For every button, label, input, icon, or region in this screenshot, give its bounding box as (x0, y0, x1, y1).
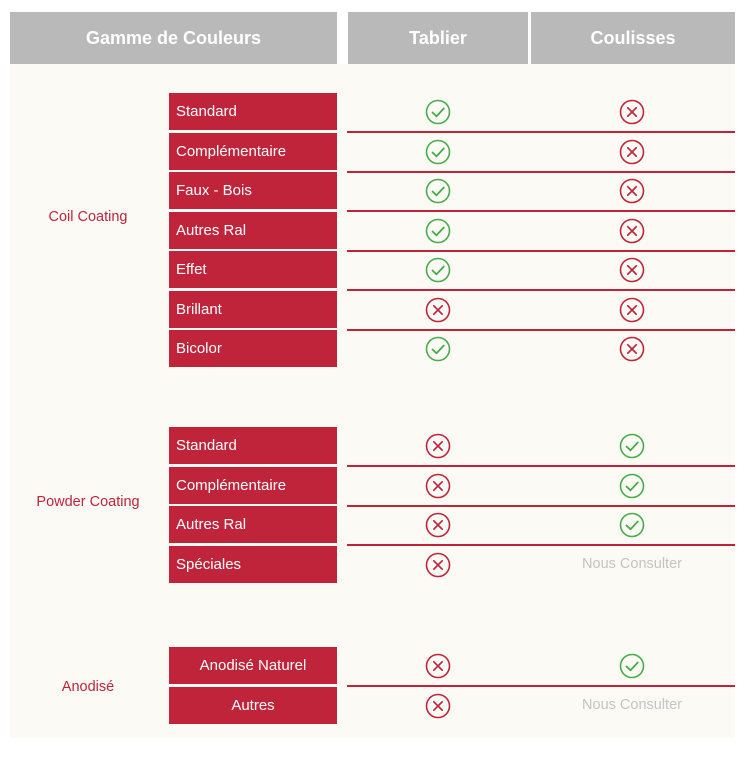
group-label: Powder Coating (36, 494, 140, 510)
row-label: Effet (169, 251, 337, 288)
row-divider (347, 465, 735, 467)
row-divider (347, 249, 735, 252)
row-divider (347, 210, 735, 212)
cross-circle-icon (619, 297, 645, 322)
nous-consulter-text: Nous Consulter (582, 555, 682, 572)
check-circle-icon (425, 139, 451, 164)
row-label: Autres Ral (169, 506, 337, 543)
row-divider (347, 131, 735, 133)
cross-circle-icon (619, 99, 645, 125)
check-circle-icon (619, 473, 645, 498)
row-label: Spéciales (169, 545, 337, 583)
header-coulisses: Coulisses (531, 12, 735, 64)
row-divider (347, 504, 735, 507)
row-label: Faux - Bois (169, 172, 337, 209)
nous-consulter-text: Nous Consulter (582, 696, 682, 713)
check-circle-icon (619, 512, 645, 538)
cross-circle-icon (619, 139, 645, 164)
header-gamme-de-couleurs: Gamme de Couleurs (10, 12, 337, 64)
check-circle-icon (619, 433, 645, 459)
row-label: Autres (169, 686, 337, 724)
cross-circle-icon (425, 433, 451, 459)
row-divider (347, 544, 735, 546)
row-divider (347, 328, 735, 331)
row-label: Autres Ral (169, 211, 337, 249)
check-circle-icon (619, 653, 645, 679)
cross-circle-icon (425, 297, 451, 322)
row-divider (347, 170, 735, 173)
header-tablier: Tablier (348, 12, 528, 64)
cross-circle-icon (619, 336, 645, 362)
cross-circle-icon (425, 693, 451, 718)
check-circle-icon (425, 257, 451, 283)
row-divider (347, 289, 735, 291)
row-label: Brillant (169, 290, 337, 328)
table-background (10, 64, 735, 738)
row-divider (347, 685, 735, 687)
cross-circle-icon (425, 552, 451, 577)
cross-circle-icon (619, 218, 645, 243)
check-circle-icon (425, 336, 451, 362)
cross-circle-icon (425, 473, 451, 498)
cross-circle-icon (619, 178, 645, 204)
row-label: Standard (169, 427, 337, 464)
group-label: Anodisé (61, 679, 115, 695)
cross-circle-icon (619, 257, 645, 283)
row-label: Bicolor (169, 330, 337, 367)
row-label: Complémentaire (169, 132, 337, 170)
row-label: Anodisé Naturel (169, 647, 337, 684)
group-label: Coil Coating (48, 209, 128, 225)
check-circle-icon (425, 218, 451, 243)
check-circle-icon (425, 99, 451, 125)
row-label: Standard (169, 93, 337, 130)
check-circle-icon (425, 178, 451, 204)
cross-circle-icon (425, 512, 451, 538)
cross-circle-icon (425, 653, 451, 679)
row-label: Complémentaire (169, 466, 337, 504)
